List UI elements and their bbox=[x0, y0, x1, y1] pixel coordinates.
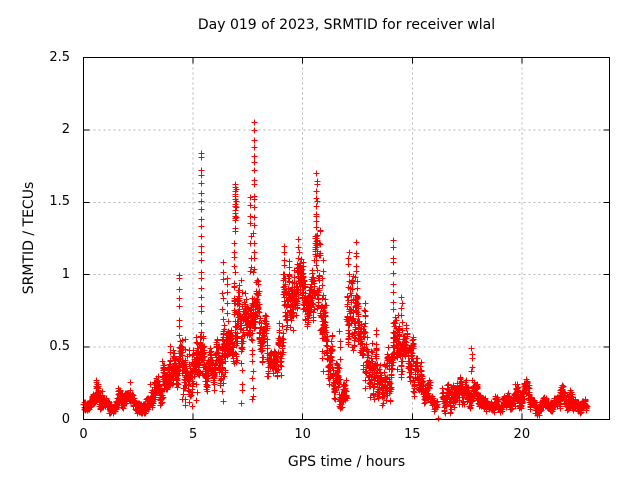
data-points-group bbox=[80, 119, 591, 422]
x-tick-label: 20 bbox=[513, 427, 531, 442]
x-tick-label: 15 bbox=[403, 427, 421, 442]
x-tick-label: 5 bbox=[188, 427, 198, 442]
y-tick-label: 1.5 bbox=[49, 194, 70, 210]
y-tick-label: 0 bbox=[61, 411, 70, 427]
x-axis-title: GPS time / hours bbox=[287, 454, 406, 470]
x-tick-label: 10 bbox=[294, 427, 311, 442]
plot-frame bbox=[83, 57, 610, 420]
x-tick-label: 0 bbox=[79, 427, 88, 442]
chart-title: Day 019 of 2023, SRMTID for receiver wla… bbox=[197, 17, 496, 33]
scatter-plus-markers bbox=[80, 119, 591, 422]
y-tick-label: 1 bbox=[61, 266, 70, 282]
y-tick-label: 0.5 bbox=[49, 339, 70, 355]
plot-border bbox=[83, 57, 610, 420]
y-tick-label: 2 bbox=[61, 121, 70, 137]
y-tick-label: 2.5 bbox=[49, 49, 70, 65]
